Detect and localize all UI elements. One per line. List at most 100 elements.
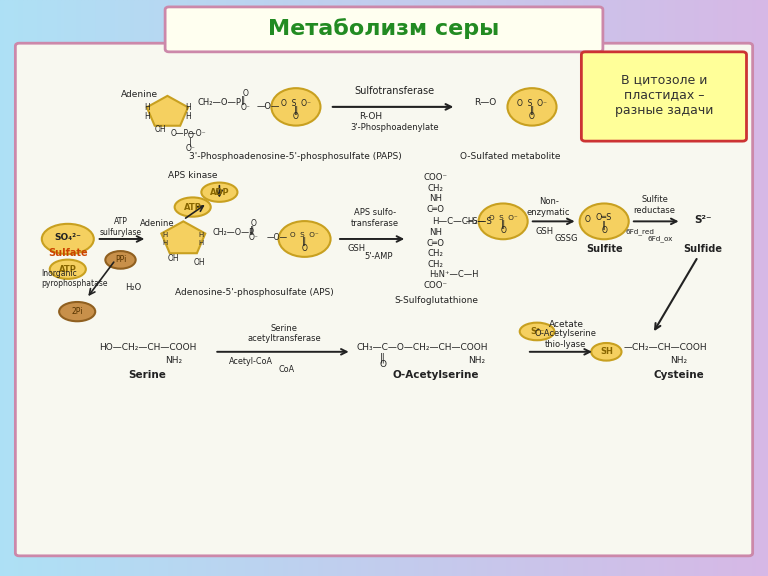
Bar <box>422 0 426 576</box>
Text: O═S: O═S <box>596 213 612 222</box>
Bar <box>69 0 73 576</box>
Bar <box>215 0 219 576</box>
Bar <box>515 0 518 576</box>
Bar <box>108 0 111 576</box>
Bar <box>188 0 192 576</box>
Bar <box>699 0 703 576</box>
Bar <box>253 0 257 576</box>
Bar <box>127 0 131 576</box>
Bar <box>319 0 323 576</box>
Bar <box>307 0 311 576</box>
Bar <box>119 0 123 576</box>
Bar <box>572 0 576 576</box>
Bar <box>576 0 580 576</box>
Bar <box>81 0 84 576</box>
Text: S²⁻: S²⁻ <box>694 215 712 225</box>
Bar <box>207 0 211 576</box>
Text: 6Fd_red: 6Fd_red <box>626 228 655 234</box>
Bar <box>568 0 572 576</box>
Bar <box>157 0 161 576</box>
Bar <box>296 0 300 576</box>
Text: ‖: ‖ <box>602 221 606 230</box>
Text: Serine
acetyltransferase: Serine acetyltransferase <box>247 324 321 343</box>
Text: NH: NH <box>429 228 442 237</box>
Bar <box>684 0 687 576</box>
Text: O⁻: O⁻ <box>186 144 196 153</box>
Text: Adenine: Adenine <box>121 90 157 99</box>
Bar <box>58 0 61 576</box>
Text: O: O <box>500 226 506 235</box>
Bar <box>230 0 234 576</box>
Bar <box>142 0 146 576</box>
Bar <box>238 0 242 576</box>
Bar <box>499 0 503 576</box>
Text: NH₂: NH₂ <box>468 355 485 365</box>
Text: Acetyl-CoA: Acetyl-CoA <box>228 357 273 366</box>
Bar <box>96 0 100 576</box>
Text: ‖: ‖ <box>380 352 385 362</box>
Bar <box>561 0 564 576</box>
Text: OH: OH <box>194 257 206 267</box>
Ellipse shape <box>41 224 94 254</box>
Bar <box>511 0 515 576</box>
Text: SO₄²⁻: SO₄²⁻ <box>55 233 81 242</box>
Text: CH₂: CH₂ <box>428 249 444 259</box>
Bar <box>764 0 768 576</box>
Bar <box>476 0 480 576</box>
Bar <box>372 0 376 576</box>
Bar <box>131 0 134 576</box>
Bar <box>35 0 38 576</box>
Text: O-Acetylserine
thio-lyase: O-Acetylserine thio-lyase <box>535 329 597 349</box>
Bar <box>526 0 530 576</box>
Text: NH: NH <box>429 194 442 203</box>
Text: Cysteine: Cysteine <box>653 370 704 381</box>
Text: CH₂—O—P: CH₂—O—P <box>197 98 242 107</box>
Bar <box>38 0 42 576</box>
Text: ‖: ‖ <box>241 96 245 105</box>
Text: APS kinase: APS kinase <box>168 171 217 180</box>
Text: ATP
sulfurylase: ATP sulfurylase <box>99 217 141 237</box>
Bar <box>8 0 12 576</box>
Bar <box>342 0 346 576</box>
Text: O: O <box>529 112 535 122</box>
Text: OH: OH <box>154 126 166 135</box>
Bar <box>660 0 664 576</box>
Bar <box>453 0 457 576</box>
Text: O⁻: O⁻ <box>240 104 250 112</box>
Text: C═O: C═O <box>427 204 445 214</box>
Bar <box>46 0 50 576</box>
Bar <box>741 0 745 576</box>
Bar <box>123 0 127 576</box>
Bar <box>273 0 276 576</box>
Bar <box>369 0 372 576</box>
Bar <box>111 0 115 576</box>
Bar <box>61 0 65 576</box>
Ellipse shape <box>508 88 557 126</box>
Text: Adenosine-5'-phosphosulfate (APS): Adenosine-5'-phosphosulfate (APS) <box>174 289 333 297</box>
Ellipse shape <box>50 260 86 279</box>
Bar <box>280 0 284 576</box>
Text: 3'-Phosphoadenosine-5'-phosphosulfate (PAPS): 3'-Phosphoadenosine-5'-phosphosulfate (P… <box>189 152 402 161</box>
Bar <box>438 0 442 576</box>
Bar <box>442 0 445 576</box>
Bar <box>595 0 599 576</box>
Bar <box>591 0 595 576</box>
Bar <box>737 0 741 576</box>
Text: 2Pi: 2Pi <box>71 307 83 316</box>
Ellipse shape <box>271 88 320 126</box>
Text: O  S  O⁻: O S O⁻ <box>281 99 311 108</box>
Bar <box>657 0 660 576</box>
Bar <box>380 0 384 576</box>
Bar <box>257 0 261 576</box>
Text: O: O <box>243 89 248 97</box>
Text: OH: OH <box>167 254 179 263</box>
Ellipse shape <box>105 251 136 268</box>
Text: |: | <box>189 138 192 147</box>
Bar <box>714 0 718 576</box>
Text: ‖: ‖ <box>294 105 298 115</box>
Ellipse shape <box>279 221 330 257</box>
Bar <box>227 0 230 576</box>
Text: GSSG: GSSG <box>554 234 578 244</box>
Text: Acetate: Acetate <box>548 320 584 329</box>
Bar <box>115 0 119 576</box>
